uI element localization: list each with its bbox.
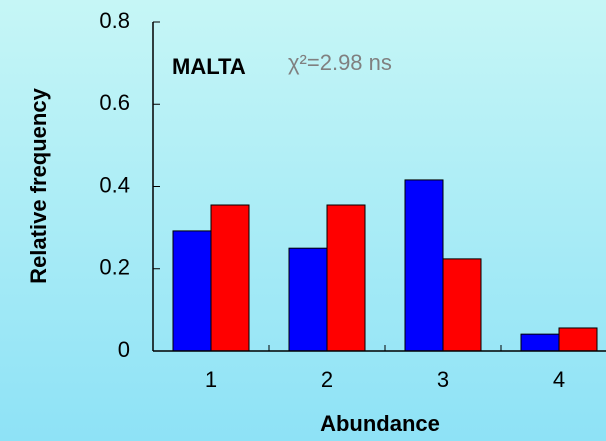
annotation: MALTA	[172, 54, 246, 79]
y-tick-label: 0.2	[99, 255, 130, 280]
bar	[558, 327, 598, 352]
y-tick-label: 0.4	[99, 172, 130, 197]
bar	[210, 204, 250, 352]
bar	[404, 179, 444, 352]
x-axis-label: Abundance	[320, 411, 440, 436]
y-tick-label: 0.6	[99, 90, 130, 115]
bar	[288, 247, 328, 352]
bar	[326, 204, 366, 352]
x-tick-label: 3	[437, 367, 449, 392]
x-tick-label: 2	[321, 367, 333, 392]
bar	[172, 230, 212, 352]
x-tick-label: 1	[205, 367, 217, 392]
y-axis-label: Relative frequency	[26, 87, 51, 283]
x-tick-label: 4	[553, 367, 565, 392]
y-tick-label: 0	[118, 337, 130, 362]
bar	[520, 333, 560, 352]
bar	[442, 258, 482, 352]
y-tick-label: 0.8	[99, 8, 130, 33]
annotation: χ²=2.98 ns	[288, 50, 392, 75]
